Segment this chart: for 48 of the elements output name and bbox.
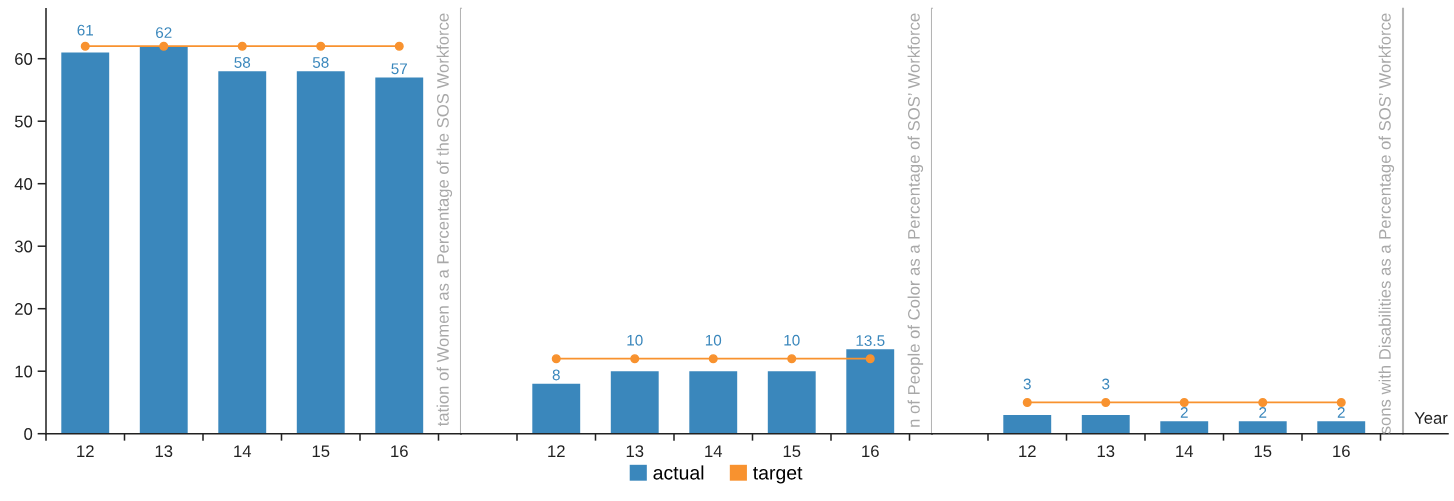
bar bbox=[296, 71, 345, 434]
data-label: 8 bbox=[552, 369, 560, 381]
y-tick-label: 40 bbox=[14, 178, 33, 190]
data-label: 3 bbox=[1102, 378, 1110, 390]
data-label: 58 bbox=[234, 57, 251, 68]
data-label: 58 bbox=[312, 57, 329, 68]
data-label: 10 bbox=[784, 334, 800, 346]
data-label: 3 bbox=[1023, 378, 1031, 390]
y-tick-label: 20 bbox=[15, 303, 33, 315]
data-label: 2 bbox=[1259, 407, 1267, 418]
y-tick-label: 30 bbox=[14, 240, 33, 253]
x-tick-label: 16 bbox=[862, 445, 879, 458]
bar bbox=[61, 52, 110, 434]
legend-label: target bbox=[753, 466, 803, 484]
x-tick-label: 15 bbox=[783, 445, 801, 458]
x-tick-label: 14 bbox=[705, 445, 723, 457]
x-tick-label: 12 bbox=[548, 445, 565, 457]
data-label: 62 bbox=[156, 27, 172, 39]
data-label: 61 bbox=[77, 24, 93, 36]
bar bbox=[218, 71, 267, 434]
x-axis-title: Year bbox=[1414, 412, 1448, 424]
data-label: 57 bbox=[391, 63, 407, 75]
x-tick-label: 13 bbox=[626, 445, 644, 458]
x-tick-label: 14 bbox=[234, 445, 252, 457]
text: sons with Disabilities as a Percentage of SOS’ Workforce bbox=[1378, 13, 1395, 434]
x-tick-label: 13 bbox=[1097, 445, 1115, 458]
bar bbox=[375, 77, 424, 434]
text: n of People of Color as a Percentage of SOS’ Workforce bbox=[907, 13, 924, 427]
text: tation of Women as a Percentage of the SOS Workforce bbox=[436, 13, 453, 427]
x-tick-label: 14 bbox=[1176, 445, 1194, 457]
data-label: 2 bbox=[1180, 407, 1188, 418]
y-tick-label: 0 bbox=[24, 428, 33, 440]
x-tick-label: 16 bbox=[391, 445, 408, 458]
data-label: 10 bbox=[705, 334, 722, 346]
legend-label: actual bbox=[653, 465, 704, 480]
x-tick-label: 15 bbox=[312, 445, 330, 458]
data-label: 10 bbox=[627, 334, 643, 346]
x-tick-label: 16 bbox=[1333, 445, 1350, 458]
x-tick-label: 12 bbox=[1019, 445, 1036, 457]
data-label: 2 bbox=[1337, 407, 1345, 418]
bar bbox=[139, 46, 188, 434]
y-tick-label: 60 bbox=[15, 53, 33, 65]
x-tick-label: 15 bbox=[1254, 445, 1272, 458]
y-tick-label: 10 bbox=[15, 365, 33, 378]
data-label: 13.5 bbox=[856, 335, 885, 346]
x-tick-label: 12 bbox=[77, 445, 94, 457]
x-tick-label: 13 bbox=[155, 445, 173, 458]
y-tick-label: 50 bbox=[14, 115, 33, 128]
